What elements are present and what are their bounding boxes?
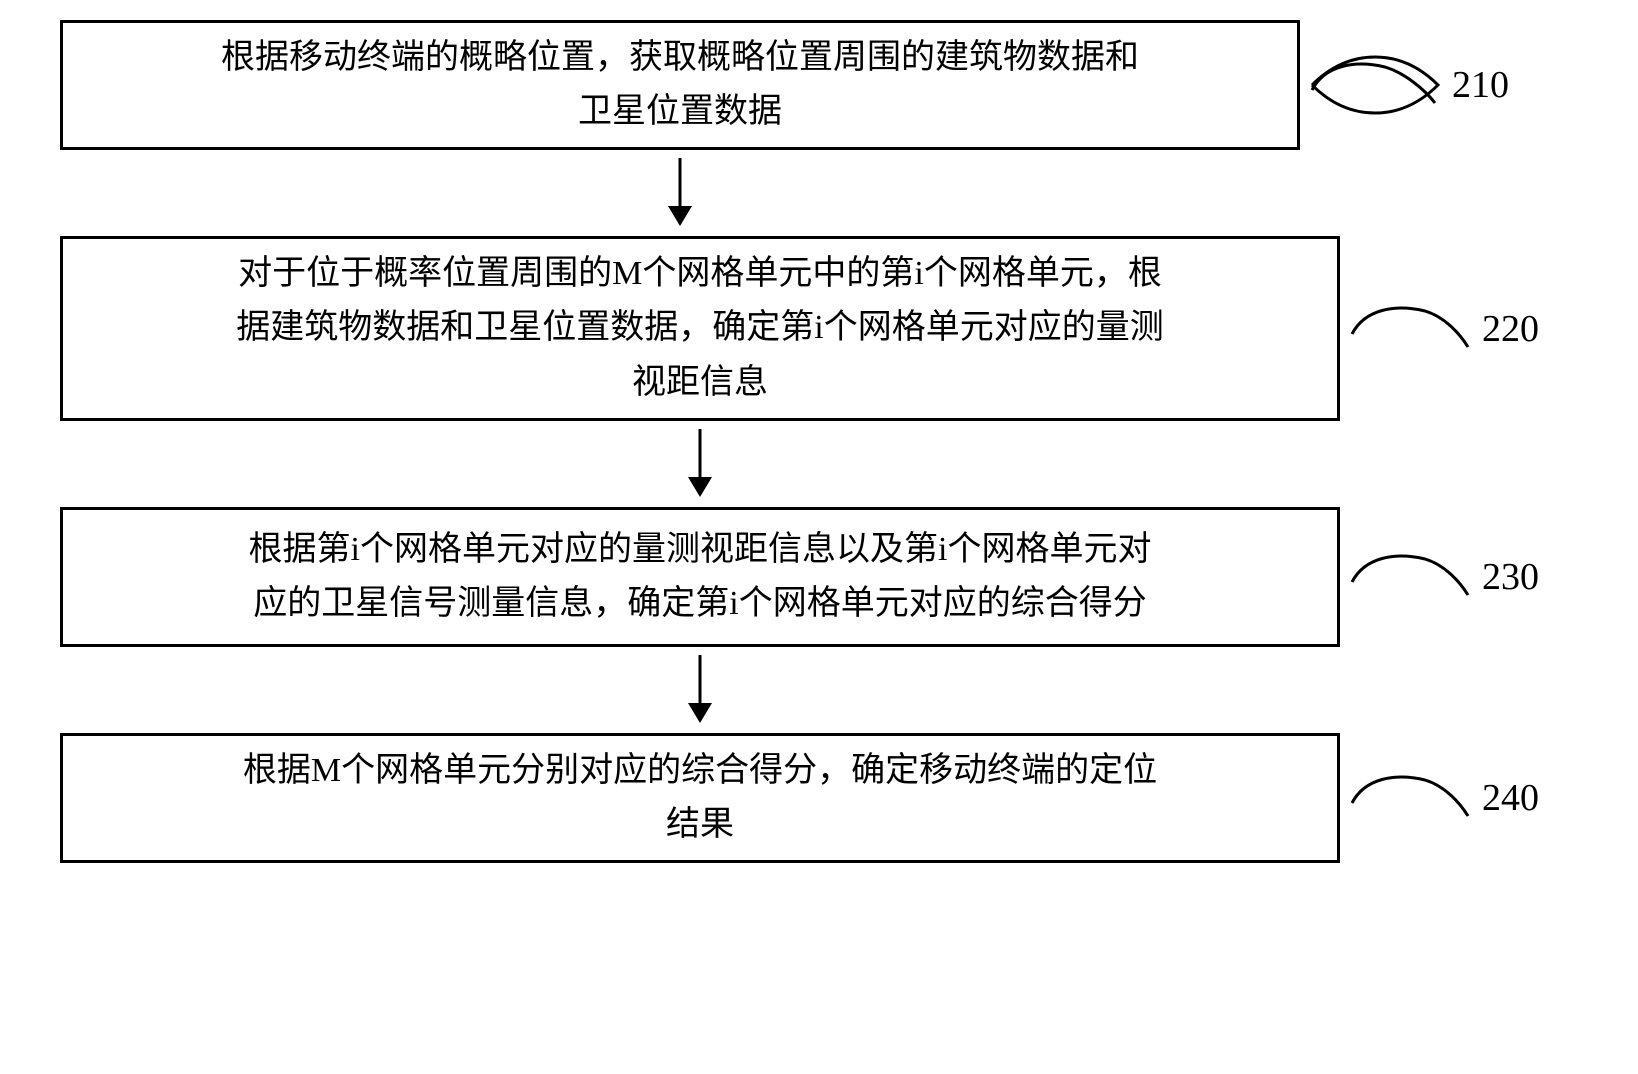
step-row-230: 根据第i个网格单元对应的量测视距信息以及第i个网格单元对 应的卫星信号测量信息，… (60, 507, 1580, 647)
curve-icon (1350, 299, 1470, 359)
step-row-210: 根据移动终端的概略位置，获取概略位置周围的建筑物数据和 卫星位置数据 210 (60, 20, 1580, 150)
arrow-down-icon (680, 655, 720, 725)
step-box-210: 根据移动终端的概略位置，获取概略位置周围的建筑物数据和 卫星位置数据 (60, 20, 1300, 150)
arrow-220-230 (60, 429, 1340, 499)
step-number-230: 230 (1482, 555, 1539, 599)
step-box-230: 根据第i个网格单元对应的量测视距信息以及第i个网格单元对 应的卫星信号测量信息，… (60, 507, 1340, 647)
arrow-down-icon (680, 429, 720, 499)
step-box-240: 根据M个网格单元分别对应的综合得分，确定移动终端的定位 结果 (60, 733, 1340, 863)
step-text-230: 根据第i个网格单元对应的量测视距信息以及第i个网格单元对 应的卫星信号测量信息，… (249, 523, 1152, 632)
connector-210: 210 (1310, 55, 1509, 115)
arrow-230-240 (60, 655, 1340, 725)
step-number-220: 220 (1482, 307, 1539, 351)
curve-icon (1310, 55, 1440, 115)
step-text-220: 对于位于概率位置周围的M个网格单元中的第i个网格单元，根 据建筑物数据和卫星位置… (236, 247, 1163, 410)
connector-240: 240 (1350, 768, 1539, 828)
curve-icon (1350, 768, 1470, 828)
step-row-220: 对于位于概率位置周围的M个网格单元中的第i个网格单元，根 据建筑物数据和卫星位置… (60, 236, 1580, 421)
step-text-210: 根据移动终端的概略位置，获取概略位置周围的建筑物数据和 卫星位置数据 (221, 31, 1139, 140)
step-number-240: 240 (1482, 776, 1539, 820)
arrow-down-icon (660, 158, 700, 228)
connector-230: 230 (1350, 547, 1539, 607)
connector-220: 220 (1350, 299, 1539, 359)
step-text-240: 根据M个网格单元分别对应的综合得分，确定移动终端的定位 结果 (243, 744, 1157, 853)
flowchart-container: 根据移动终端的概略位置，获取概略位置周围的建筑物数据和 卫星位置数据 210 对… (60, 20, 1580, 863)
step-row-240: 根据M个网格单元分别对应的综合得分，确定移动终端的定位 结果 240 (60, 733, 1580, 863)
arrow-210-220 (60, 158, 1300, 228)
step-number-210: 210 (1452, 63, 1509, 107)
curve-icon (1350, 547, 1470, 607)
step-box-220: 对于位于概率位置周围的M个网格单元中的第i个网格单元，根 据建筑物数据和卫星位置… (60, 236, 1340, 421)
